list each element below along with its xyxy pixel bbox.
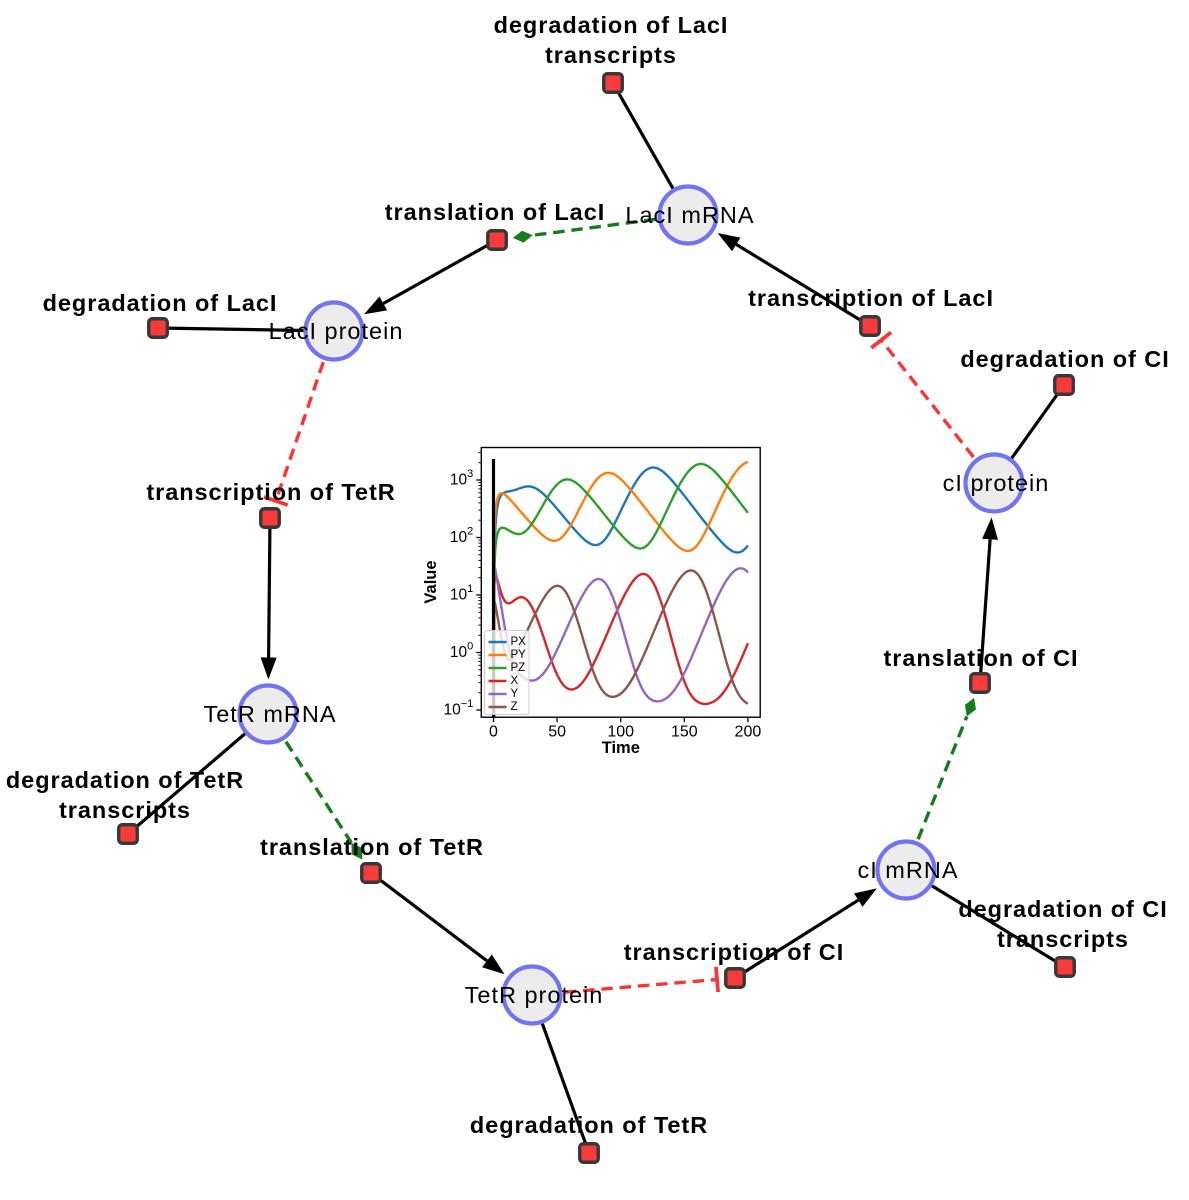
svg-text:degradation of LacI: degradation of LacI [494, 12, 729, 38]
svg-text:103: 103 [450, 468, 473, 489]
svg-text:Z: Z [511, 701, 518, 713]
svg-text:PY: PY [511, 649, 527, 661]
svg-text:LacI mRNA: LacI mRNA [625, 202, 754, 228]
svg-text:TetR mRNA: TetR mRNA [203, 701, 336, 727]
svg-text:degradation of TetR: degradation of TetR [470, 1112, 708, 1138]
svg-text:LacI protein: LacI protein [269, 318, 404, 344]
svg-text:translation of TetR: translation of TetR [260, 834, 484, 860]
svg-text:101: 101 [450, 583, 473, 604]
svg-text:X: X [511, 675, 519, 687]
svg-text:Value: Value [422, 560, 440, 603]
svg-text:degradation of CI: degradation of CI [960, 346, 1169, 372]
svg-text:150: 150 [671, 724, 698, 741]
svg-text:degradation of CI: degradation of CI [958, 896, 1167, 922]
svg-text:transcripts: transcripts [59, 797, 191, 823]
svg-text:PX: PX [511, 636, 527, 648]
svg-text:degradation of LacI: degradation of LacI [43, 290, 278, 316]
svg-text:translation of CI: translation of CI [883, 645, 1078, 671]
svg-text:cI mRNA: cI mRNA [858, 857, 959, 883]
svg-text:102: 102 [450, 526, 473, 547]
svg-text:0: 0 [489, 724, 498, 741]
svg-text:cI protein: cI protein [943, 470, 1050, 496]
svg-text:TetR protein: TetR protein [465, 982, 604, 1008]
svg-text:100: 100 [607, 724, 634, 741]
svg-text:transcripts: transcripts [997, 926, 1129, 952]
svg-text:transcription of TetR: transcription of TetR [146, 479, 395, 505]
svg-text:100: 100 [450, 641, 473, 662]
svg-text:10−1: 10−1 [444, 698, 474, 719]
svg-text:degradation of TetR: degradation of TetR [6, 767, 244, 793]
svg-text:50: 50 [548, 724, 566, 741]
svg-text:translation of LacI: translation of LacI [385, 199, 605, 225]
svg-text:Time: Time [602, 739, 640, 757]
svg-text:transcription of CI: transcription of CI [624, 939, 844, 965]
svg-text:Y: Y [511, 688, 519, 700]
svg-text:transcripts: transcripts [545, 42, 677, 68]
svg-text:200: 200 [735, 724, 762, 741]
svg-text:transcription of LacI: transcription of LacI [748, 285, 994, 311]
svg-text:PZ: PZ [511, 662, 526, 674]
